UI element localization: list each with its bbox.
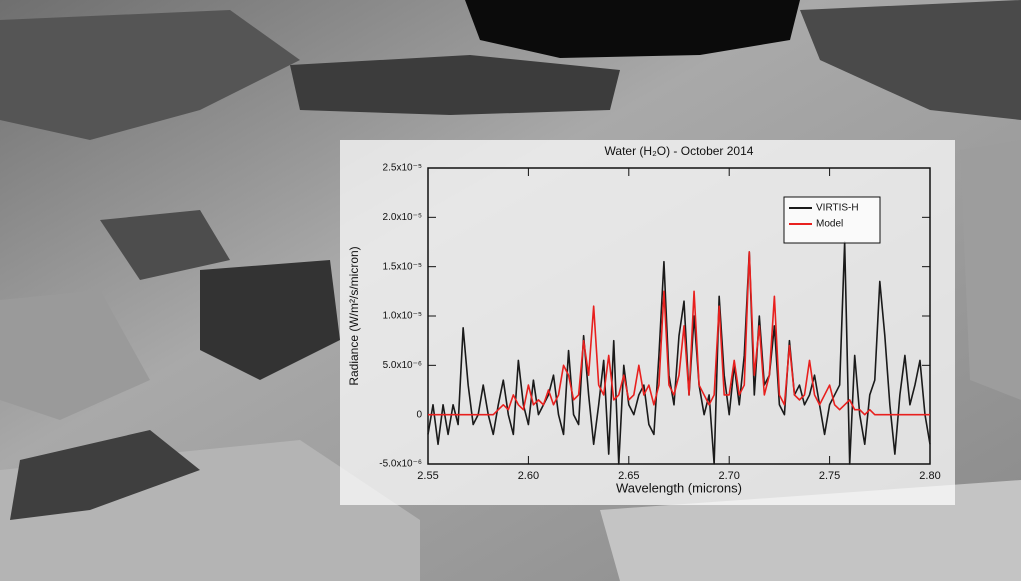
legend-label: Model xyxy=(816,219,843,230)
y-tick-label: 2.0x10⁻⁵ xyxy=(383,212,422,223)
chart: Water (H₂O) - October 2014 Radiance (W/m… xyxy=(0,0,1021,581)
x-axis-label: Wavelength (microns) xyxy=(616,480,742,495)
x-tick-label: 2.75 xyxy=(819,470,840,482)
x-tick-label: 2.65 xyxy=(618,470,639,482)
y-axis-label: Radiance (W/m²/s/micron) xyxy=(347,246,361,385)
x-tick-label: 2.80 xyxy=(919,470,940,482)
chart-title: Water (H₂O) - October 2014 xyxy=(605,144,754,158)
legend-label: VIRTIS-H xyxy=(816,203,859,214)
x-tick-label: 2.55 xyxy=(417,470,438,482)
x-tick-label: 2.60 xyxy=(518,470,539,482)
y-tick-label: 0 xyxy=(416,409,422,420)
y-tick-label: -5.0x10⁻⁶ xyxy=(379,459,422,470)
background-photo xyxy=(0,0,1021,581)
y-tick-label: 1.0x10⁻⁵ xyxy=(383,311,422,322)
y-tick-label: 1.5x10⁻⁵ xyxy=(383,261,422,272)
y-tick-label: 5.0x10⁻⁶ xyxy=(383,360,422,371)
x-tick-label: 2.70 xyxy=(718,470,739,482)
y-tick-label: 2.5x10⁻⁵ xyxy=(383,163,422,174)
page: {"chart_data": { "type": "line", "title"… xyxy=(0,0,1021,581)
